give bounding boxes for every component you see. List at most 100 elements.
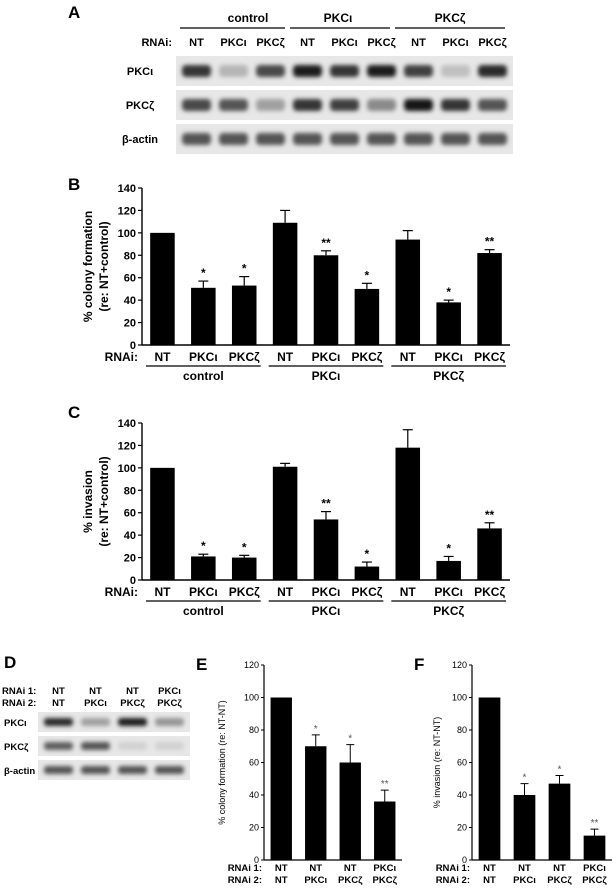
bar — [231, 285, 257, 345]
blot-a-band — [182, 133, 211, 145]
blot-a-lane-label: PKCζ — [367, 37, 395, 49]
bar — [478, 697, 501, 860]
invasion-chart: 0 20 40 60 80 100 120 140 % invasion (re: NT+cont… — [81, 418, 510, 618]
bar — [395, 447, 421, 580]
group-label: PKCζ — [433, 604, 464, 618]
blot-d-band — [118, 718, 147, 726]
y-tick-label: 60 — [249, 758, 259, 768]
blot-a-band — [330, 133, 359, 145]
blot-a-band — [219, 65, 248, 77]
bar — [313, 519, 339, 580]
blot-a-band — [293, 65, 322, 77]
blot-d-band — [44, 742, 73, 750]
x-tick-label: PKCι — [373, 863, 396, 874]
significance-marker: * — [314, 724, 318, 735]
blot-d-row-label: β-actin — [4, 766, 35, 777]
x-tick-label: PKCι — [312, 585, 341, 599]
bar — [191, 287, 216, 345]
x-tick-label: NT — [483, 875, 496, 886]
significance-marker: * — [523, 773, 527, 784]
y-tick-label: 120 — [452, 660, 467, 670]
blot-a-lane-label: NT — [411, 37, 426, 49]
blot-a-band — [256, 99, 285, 111]
blot-d-lane-label: NT — [52, 698, 65, 709]
y-tick-label: 80 — [124, 250, 136, 262]
significance-marker: * — [446, 541, 451, 555]
rnai1-label: RNAi 1: — [436, 863, 470, 874]
blot-a-band — [404, 65, 433, 77]
rnai2-label: RNAi 2: — [436, 875, 470, 886]
blot-d-band — [118, 742, 147, 750]
blot-panel-a: control PKCι PKCζ RNAi: NT PKCι PKCζ NT PKCι… — [122, 11, 513, 154]
y-axis-label: % invasion (re: NT-NT) — [432, 717, 442, 809]
y-tick-label: 140 — [118, 418, 136, 430]
significance-marker: * — [201, 266, 206, 280]
significance-marker: ** — [485, 508, 495, 522]
blot-d-band — [44, 718, 73, 726]
blot-d-row-label: PKCι — [4, 718, 27, 729]
blot-d-strip — [38, 760, 190, 780]
y-tick-label: 80 — [124, 485, 136, 497]
blot-a-lane-label: NT — [189, 37, 204, 49]
bar — [374, 801, 396, 860]
panel-label-c: C — [68, 403, 80, 422]
bar — [231, 557, 257, 580]
y-tick-label: 100 — [244, 693, 259, 703]
bar — [513, 795, 536, 860]
y-tick-label: 20 — [124, 553, 136, 565]
y-tick-label: 0 — [130, 575, 136, 587]
blot-d-band — [155, 766, 184, 774]
y-tick-label: 100 — [118, 228, 136, 240]
blot-a-row-label: PKCι — [127, 66, 153, 78]
blot-d-lane-label: NT — [126, 686, 139, 697]
significance-marker: * — [365, 268, 370, 282]
blot-a-band — [256, 65, 285, 77]
x-tick-label: NT — [400, 585, 417, 599]
blot-d-band — [44, 766, 73, 774]
x-tick-label: PKCι — [189, 350, 218, 364]
significance-marker: * — [558, 765, 562, 776]
blot-a-rnai-label: RNAi: — [141, 37, 172, 49]
x-tick-label: PKCζ — [229, 585, 260, 599]
y-tick-label: 0 — [462, 855, 467, 865]
rnai-label: RNAi: — [105, 585, 138, 599]
blot-a-row-label: PKCζ — [126, 100, 154, 112]
blot-a-lane-label: PKCι — [220, 37, 246, 49]
blot-a-group-label: control — [228, 11, 269, 25]
blot-a-band — [478, 133, 507, 145]
x-tick-label: NT — [154, 585, 171, 599]
blot-a-row-label: β-actin — [122, 134, 158, 146]
panel-label-e: E — [196, 655, 207, 674]
bar — [270, 697, 292, 860]
y-axis-label: (re: NT+control) — [97, 221, 111, 311]
x-tick-label: PKCζ — [474, 585, 505, 599]
significance-marker: * — [242, 540, 247, 554]
significance-marker: * — [201, 539, 206, 553]
blot-d-lane-label: PKCι — [158, 686, 181, 697]
bar — [313, 255, 339, 345]
x-tick-label: NT — [275, 863, 288, 874]
y-axis-label: (re: NT+control) — [97, 456, 111, 546]
x-tick-label: NT — [344, 863, 357, 874]
group-label: control — [183, 369, 224, 383]
blot-a-band — [182, 99, 211, 111]
bar — [354, 288, 380, 345]
group-label: PKCζ — [433, 369, 464, 383]
blot-d-lane-label: PKCζ — [120, 698, 145, 709]
significance-marker: ** — [321, 497, 331, 511]
significance-marker: ** — [591, 818, 599, 829]
y-tick-label: 20 — [457, 823, 467, 833]
y-tick-label: 60 — [124, 273, 136, 285]
y-tick-label: 100 — [118, 463, 136, 475]
y-tick-label: 120 — [244, 660, 259, 670]
blot-a-band — [182, 65, 211, 77]
bar — [477, 253, 502, 345]
x-tick-label: NT — [483, 863, 496, 874]
y-tick-label: 60 — [124, 508, 136, 520]
blot-a-lane-label: NT — [300, 37, 315, 49]
blot-a-band — [404, 99, 433, 111]
x-tick-label: PKCζ — [373, 875, 398, 886]
bar — [436, 302, 461, 345]
bar — [477, 528, 502, 580]
blot-d-rnai2-label: RNAi 2: — [2, 698, 36, 709]
